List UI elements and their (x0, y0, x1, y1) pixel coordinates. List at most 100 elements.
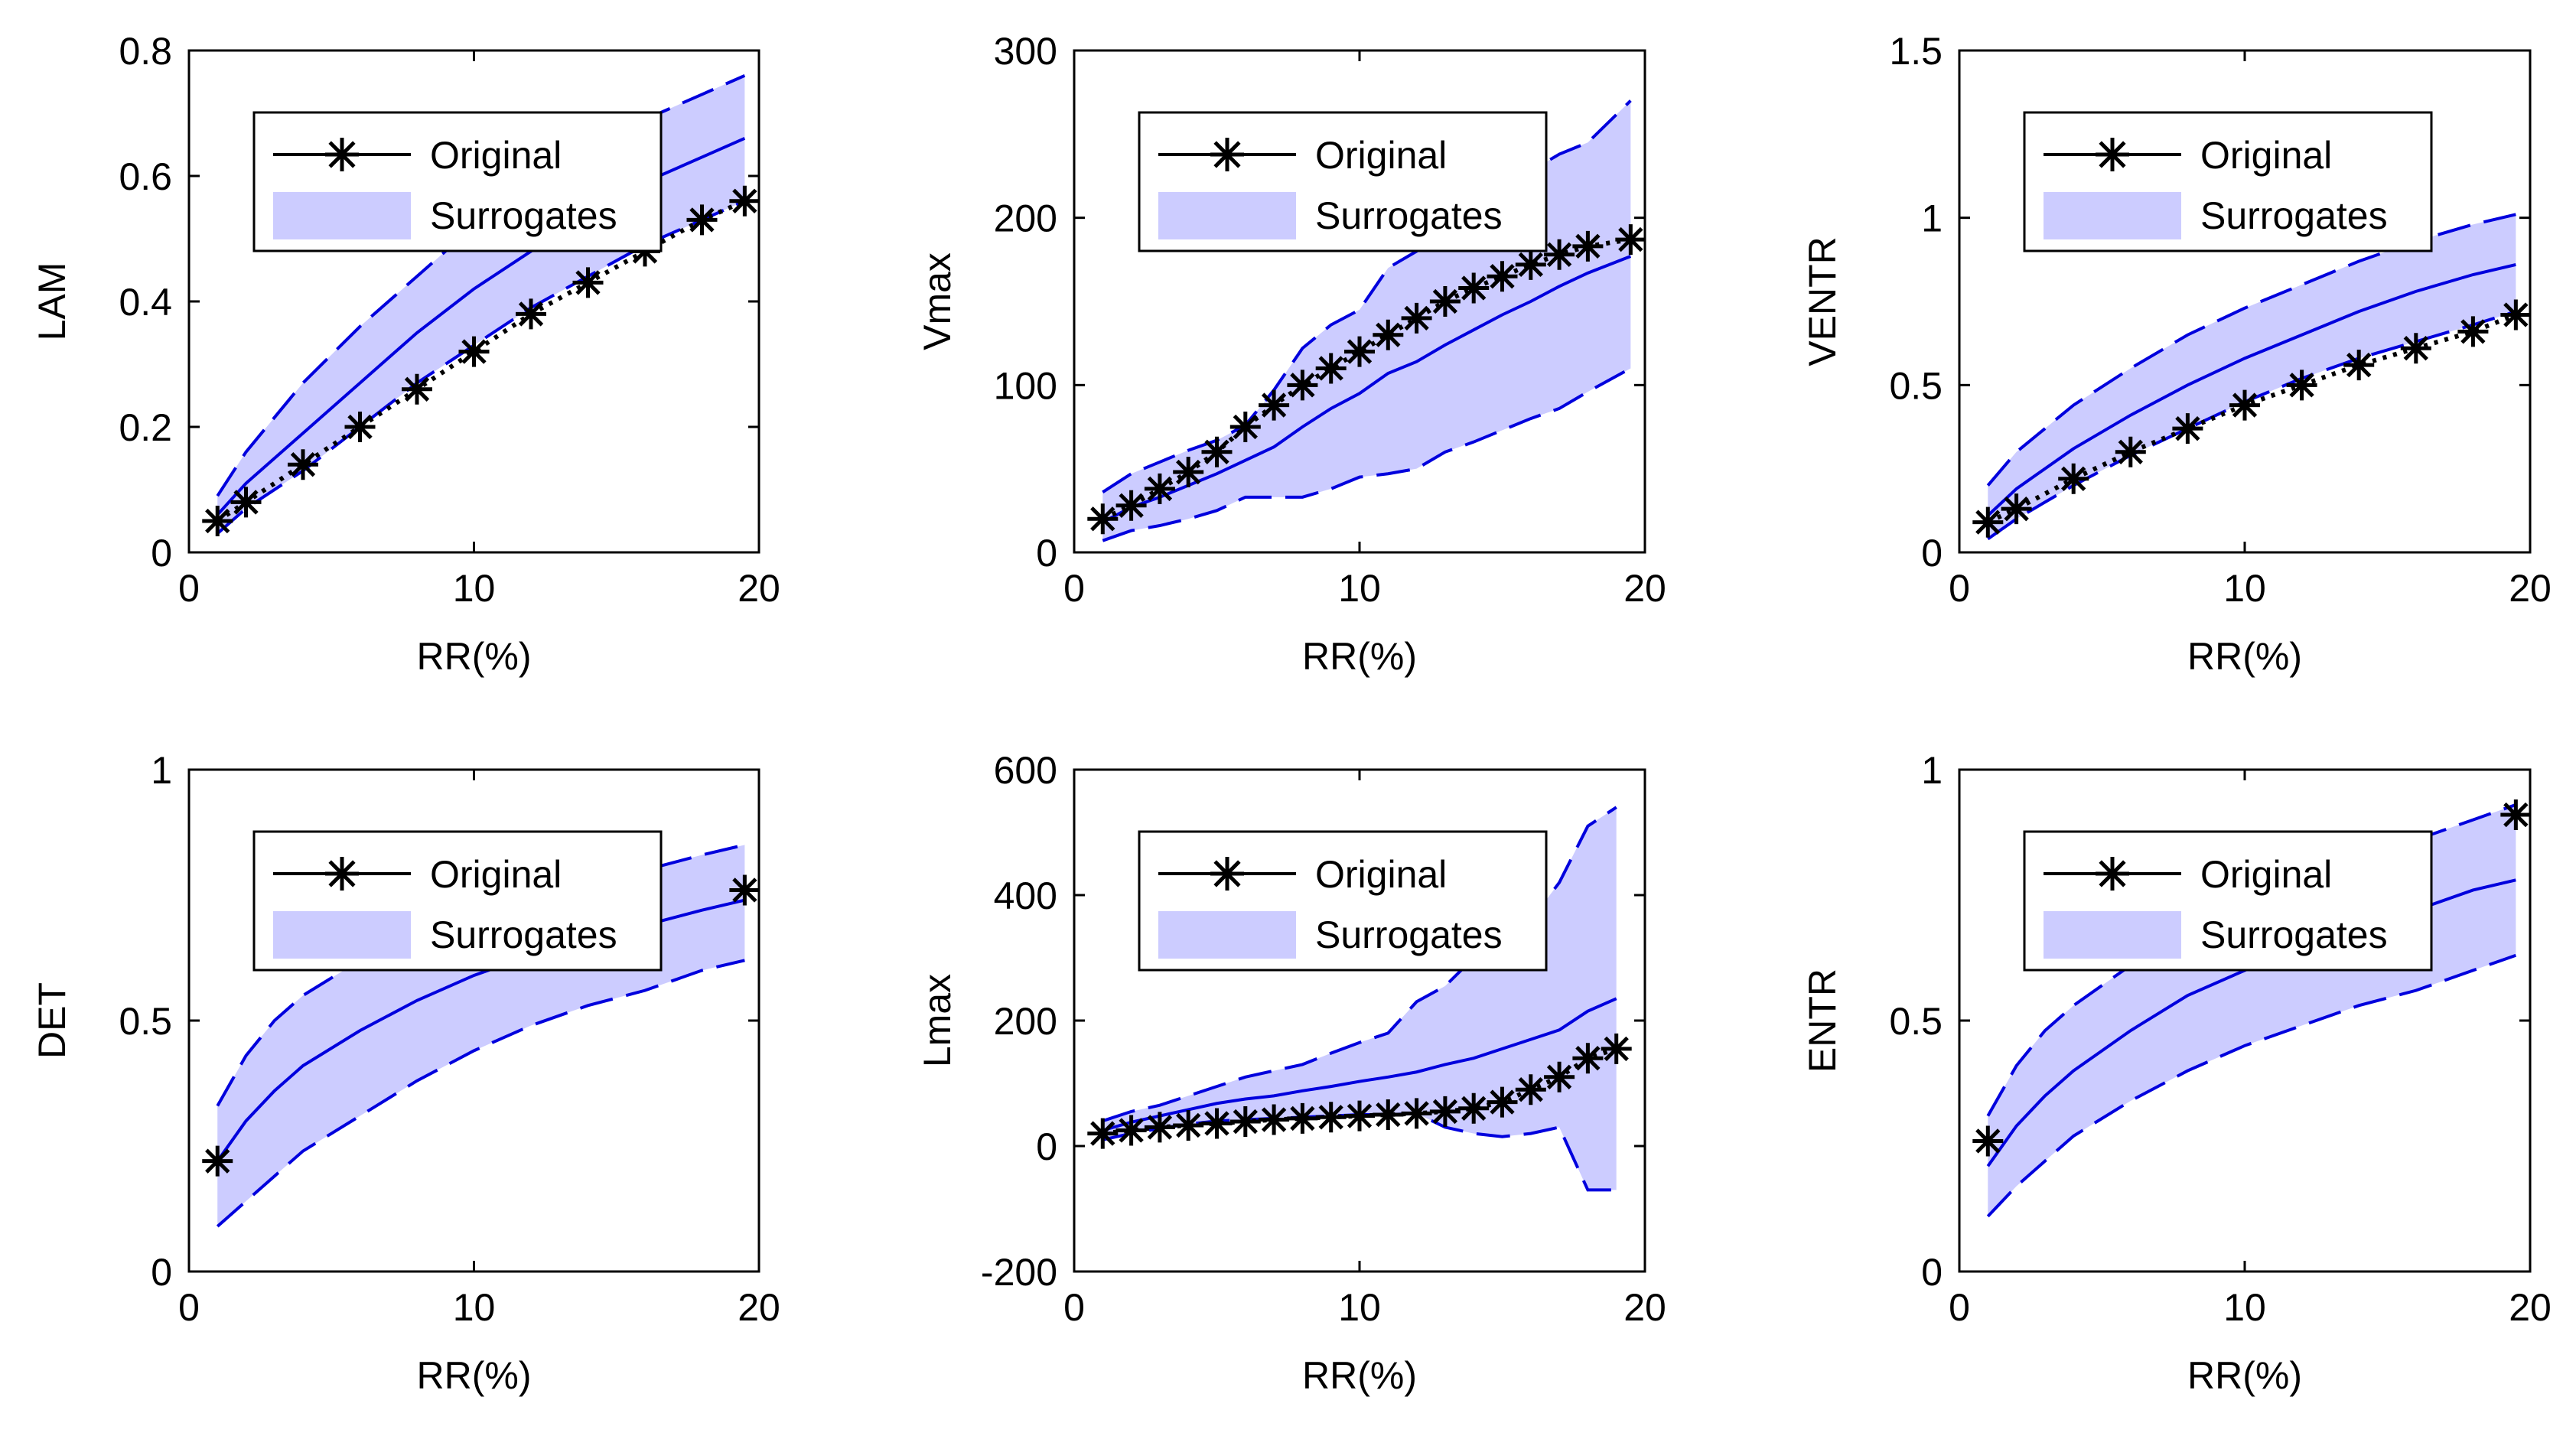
star-marker (202, 506, 233, 536)
original-point (1429, 1096, 1461, 1127)
original-point (2343, 350, 2375, 381)
original-point (1487, 261, 1518, 292)
legend-surrogates-label: Surrogates (1315, 194, 1503, 237)
x-tick-label: 20 (2509, 567, 2552, 610)
y-tick-label: 0 (1921, 1251, 1943, 1294)
star-marker (686, 204, 718, 236)
x-tick-label: 20 (738, 567, 780, 610)
star-marker (1429, 1096, 1461, 1127)
star-marker (1115, 490, 1147, 521)
star-marker (1972, 1125, 2004, 1157)
y-tick-label: 1 (1921, 197, 1943, 240)
star-marker (1344, 1100, 1375, 1132)
original-point (1544, 1061, 1575, 1092)
original-point (1572, 230, 1604, 262)
star-marker (288, 449, 318, 480)
star-marker (1144, 1112, 1175, 1143)
star-marker (325, 857, 359, 891)
legend-original-label: Original (1315, 853, 1447, 896)
legend-original-marker (325, 138, 359, 171)
star-marker (572, 267, 604, 298)
star-marker (2343, 350, 2375, 381)
star-marker (2096, 138, 2129, 171)
star-marker (2096, 857, 2129, 891)
legend: Original Surrogates (2023, 830, 2433, 972)
original-point (1344, 1100, 1375, 1132)
star-marker (1229, 412, 1261, 442)
original-point (344, 412, 376, 442)
original-point (1201, 1108, 1233, 1139)
original-point (572, 267, 604, 298)
original-point (1373, 1099, 1404, 1130)
y-tick-label: 1.5 (1889, 30, 1943, 73)
y-tick-label: 0 (1921, 532, 1943, 575)
surrogates-lower-line (1986, 953, 2517, 1218)
surrogates-mean-line (1986, 262, 2516, 517)
chart-panel-entr: 0 10 20 0 0.5 1 RR(%) ENTR Original Surrogates (1801, 749, 2552, 1397)
star-marker (1458, 1092, 1490, 1124)
original-point (1544, 239, 1575, 270)
star-marker (729, 874, 760, 906)
original-point (1087, 1118, 1119, 1149)
y-tick-label: 0.8 (119, 30, 172, 73)
star-marker (1373, 319, 1404, 350)
chart-panel-lmax: 0 10 20-2000200400600RR(%)LmaxOriginalSurr… (916, 749, 1666, 1397)
surrogates-lower-line (216, 199, 746, 535)
original-point (2457, 316, 2489, 347)
star-marker (230, 487, 262, 518)
legend: Original Surrogates (252, 830, 663, 972)
original-point (1972, 506, 2004, 538)
legend-surrogates-swatch (1158, 192, 1296, 239)
x-tick-label: 10 (1338, 567, 1381, 610)
star-marker (1572, 230, 1604, 262)
original-point (1458, 1092, 1490, 1124)
star-marker (1615, 224, 1646, 256)
star-marker (325, 138, 359, 171)
y-tick-label: 0 (151, 532, 172, 575)
legend-original-label: Original (1315, 134, 1447, 177)
star-marker (1515, 1074, 1546, 1105)
y-tick-label: -200 (981, 1251, 1057, 1294)
y-tick-label: 0.2 (119, 406, 172, 449)
star-marker (1572, 1043, 1604, 1074)
legend-surrogates-label: Surrogates (1315, 913, 1503, 956)
legend-original-marker (2096, 857, 2129, 891)
original-point (1201, 436, 1233, 467)
star-marker (2229, 389, 2260, 421)
x-axis-label: RR(%) (2187, 635, 2302, 678)
legend-original-label: Original (430, 853, 562, 896)
star-marker (1487, 1086, 1518, 1118)
original-point (1458, 272, 1490, 304)
surrogates-mean-line (216, 136, 746, 516)
original-point (1287, 1102, 1318, 1134)
legend: Original Surrogates (1138, 111, 1548, 252)
star-marker (1401, 1098, 1432, 1129)
y-tick-label: 200 (994, 197, 1057, 240)
y-tick-label: 0 (1036, 532, 1057, 575)
star-marker (2001, 493, 2032, 525)
y-tick-label: 0 (1036, 1125, 1057, 1168)
y-tick-label: 200 (994, 1000, 1057, 1043)
original-point (1315, 1102, 1347, 1133)
original-point (1229, 412, 1261, 442)
star-marker (1201, 1108, 1233, 1139)
star-marker (1601, 1033, 1632, 1064)
star-marker (1344, 336, 1375, 367)
original-point (1115, 1115, 1147, 1146)
chart-panel-lam: 0 10 20 0 0.2 0.4 0.6 0.8 RR(%) LAM Original Surrog… (31, 30, 780, 678)
y-tick-label: 0.5 (1889, 1000, 1943, 1043)
star-marker (1144, 473, 1175, 504)
x-axis-label: RR(%) (417, 635, 532, 678)
surrogates-band (1102, 807, 1617, 1190)
x-tick-label: 0 (178, 1286, 200, 1329)
original-point (1315, 353, 1347, 384)
star-marker (458, 336, 490, 367)
original-point (1144, 1112, 1175, 1143)
star-marker (1210, 857, 1244, 891)
star-marker (2286, 370, 2317, 401)
y-tick-label: 1 (1921, 749, 1943, 792)
chart-panel-vmax: 0 10 200100200300RR(%)VmaxOriginalSurrogat… (916, 30, 1666, 678)
x-tick-label: 0 (178, 567, 200, 610)
legend-original-marker (325, 857, 359, 891)
y-axis-label: LAM (31, 262, 73, 341)
